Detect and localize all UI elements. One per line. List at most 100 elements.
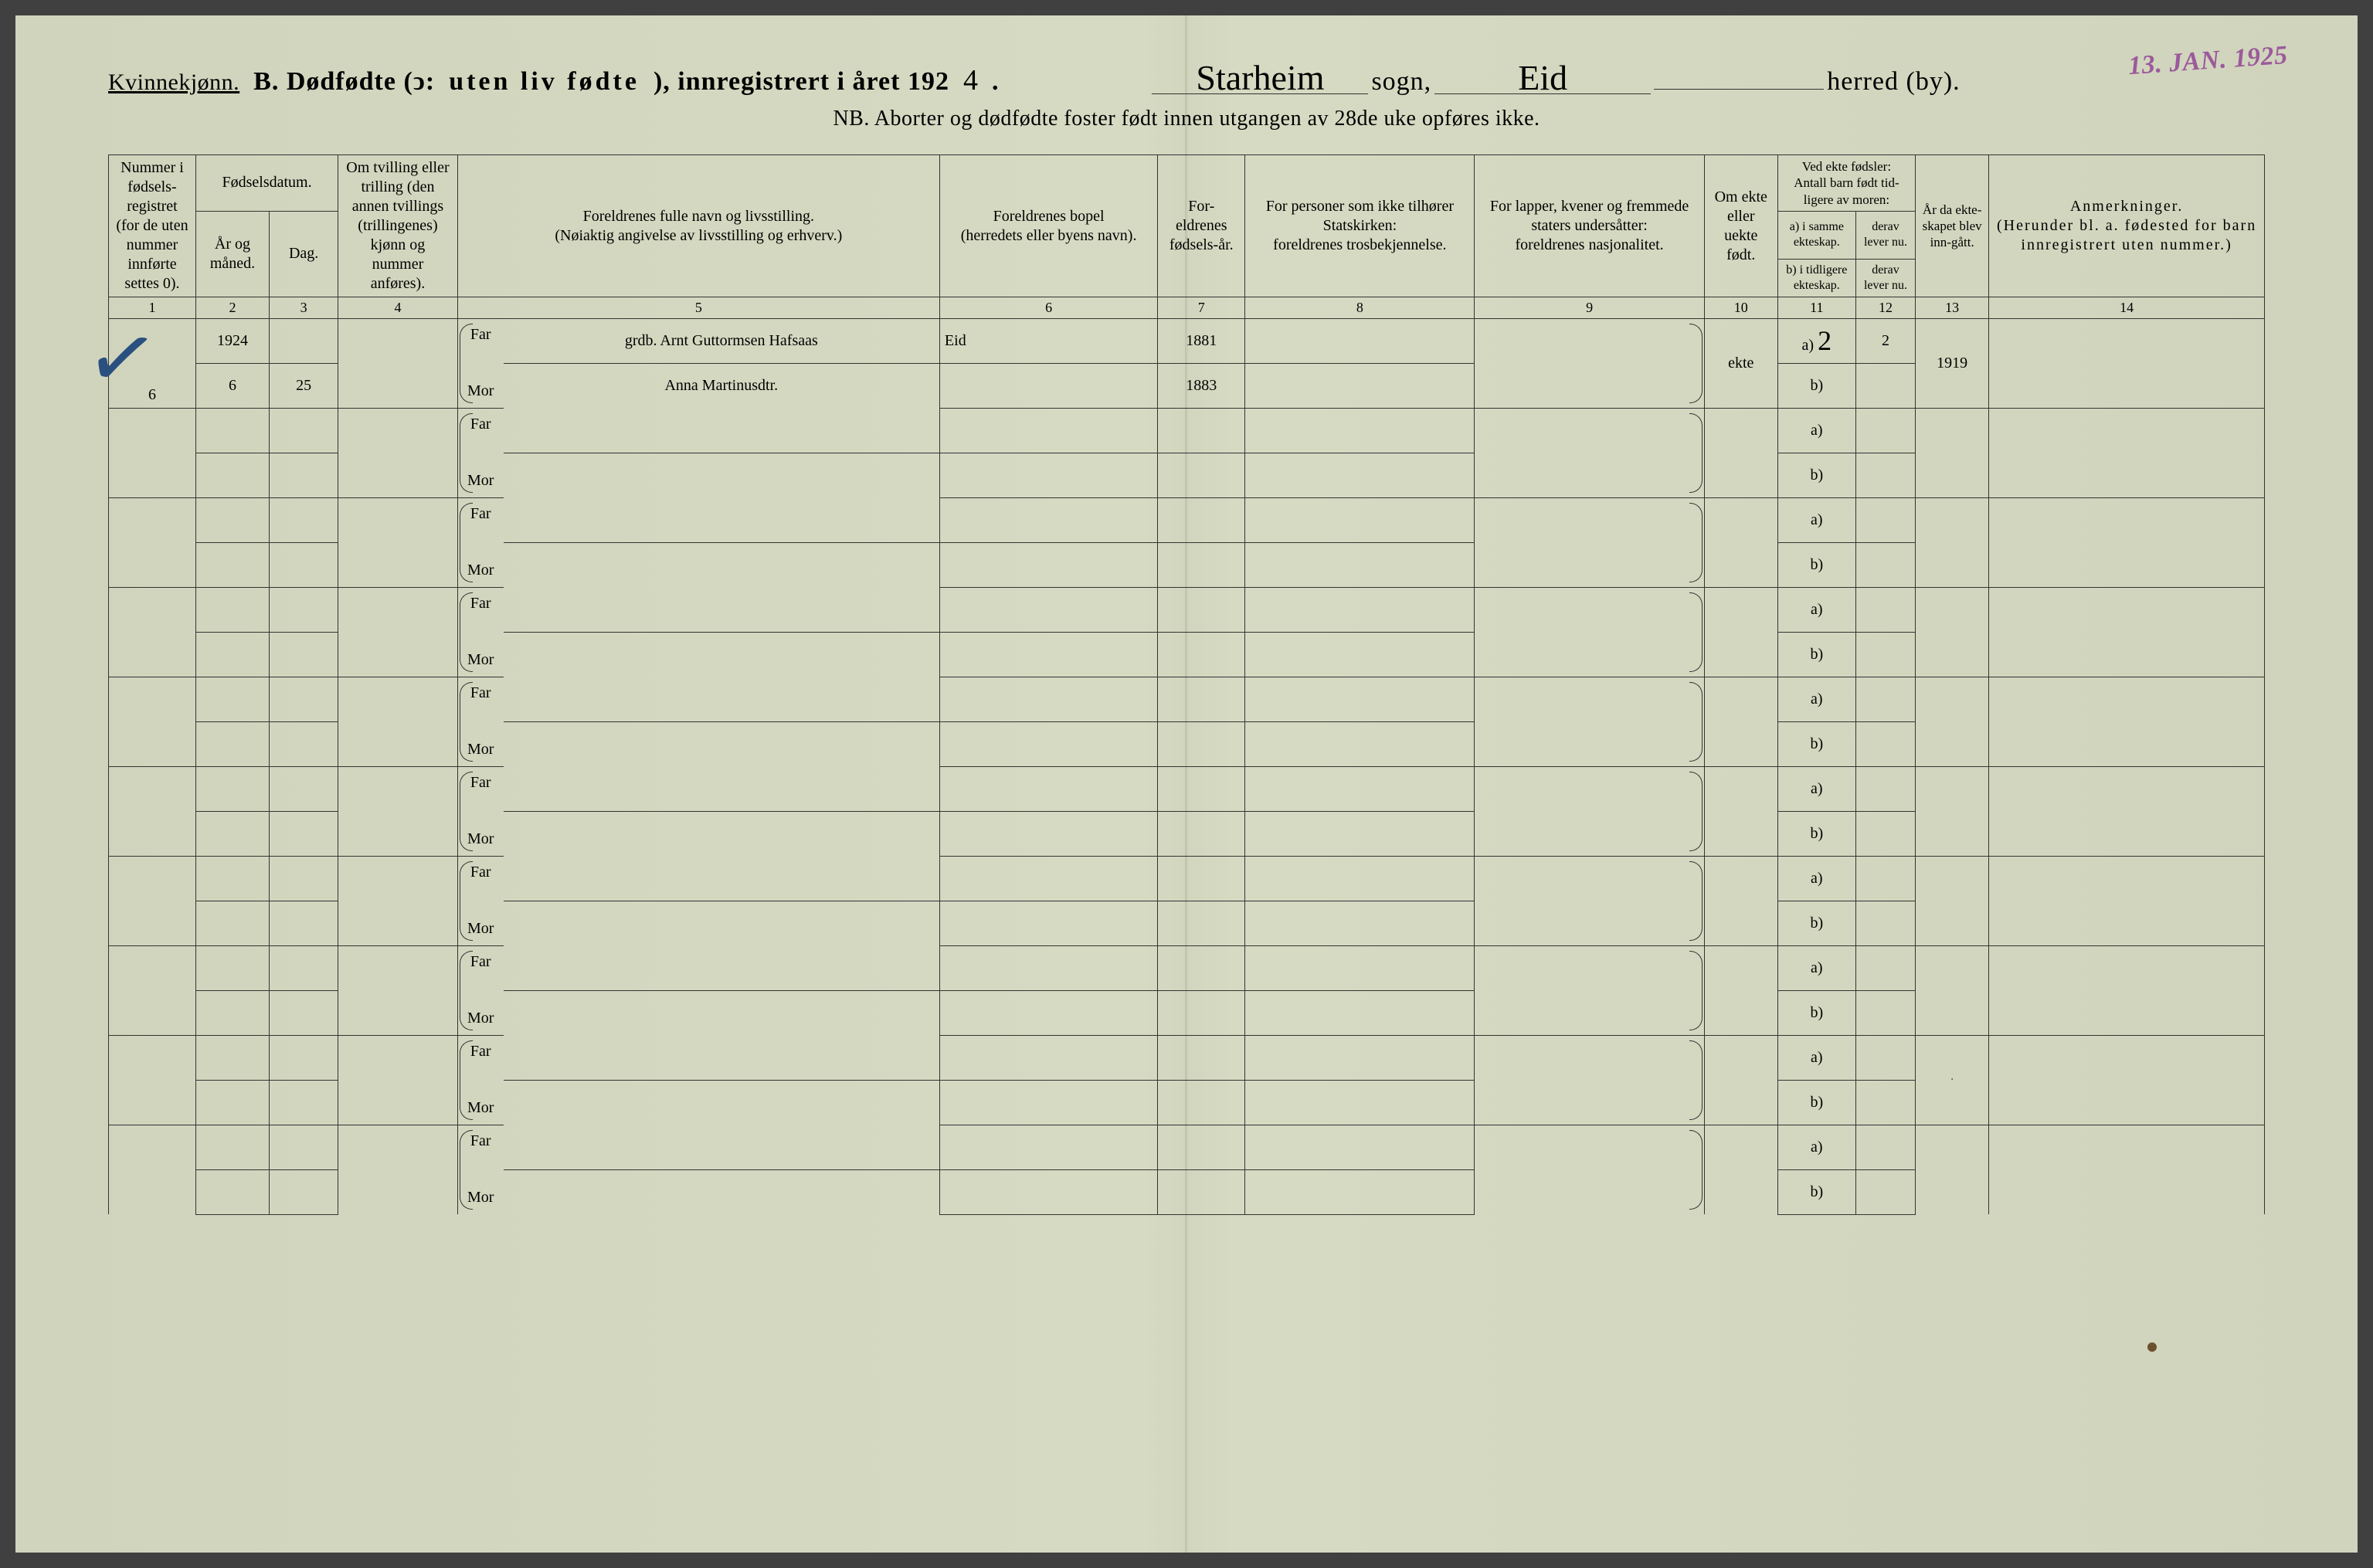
blank-year (195, 856, 269, 901)
entry-day: 25 (270, 363, 338, 408)
blank-ekte (1704, 408, 1777, 497)
col-2b-header: Dag. (270, 211, 338, 297)
blank-far-year (1158, 945, 1245, 990)
colnum-6: 6 (939, 297, 1157, 319)
blank-a-lever (1855, 945, 1915, 990)
blank-bracket: FarMor (457, 1035, 503, 1125)
blank-c8 (1245, 497, 1475, 542)
blank-far-name (504, 1035, 940, 1080)
blank-twin (338, 856, 458, 945)
blank-ekte (1704, 1125, 1777, 1214)
blank-day (270, 901, 338, 945)
entry-far-year: 1881 (1158, 318, 1245, 363)
blank-bracket: FarMor (457, 408, 503, 497)
blank-b-lever (1855, 811, 1915, 856)
blank-num (109, 677, 196, 766)
blank-b-lever (1855, 1169, 1915, 1214)
colnum-4: 4 (338, 297, 458, 319)
col-14-header: Anmerkninger. (Herunder bl. a. fødested … (1989, 155, 2265, 297)
blank-mor-year (1158, 542, 1245, 587)
blank-year (195, 766, 269, 811)
blank-num (109, 766, 196, 856)
blank-b: b) (1777, 901, 1855, 945)
col-12b-header: derav lever nu. (1855, 260, 1915, 297)
blank-bopel (939, 1035, 1157, 1080)
blank-a-lever (1855, 677, 1915, 721)
blank-a: a) (1777, 856, 1855, 901)
mor-label: Mor (463, 561, 499, 580)
blank-marriage (1916, 945, 1989, 1035)
entry-remarks (1989, 318, 2265, 408)
blank-a-lever (1855, 1035, 1915, 1080)
blank-year (195, 587, 269, 632)
a-prefix: a) (1802, 337, 1815, 354)
blank-c9 (1475, 587, 1704, 677)
title-spaced: uten liv fødte (449, 67, 640, 97)
blank-far-name (504, 856, 940, 901)
entry-c8-bot (1245, 363, 1475, 408)
blank-remarks (1989, 856, 2265, 945)
paper-blemish (2147, 1342, 2157, 1352)
blank-a: a) (1777, 497, 1855, 542)
blank-c8-bot (1245, 811, 1475, 856)
blank-c9 (1475, 1125, 1704, 1214)
title-suffix: ), innregistrert i året 192 (654, 67, 949, 97)
blank-ekte (1704, 587, 1777, 677)
parish-block: Starheim sogn, Eid herred (by). (1152, 62, 1960, 97)
entry-mor-name: Anna Martinusdtr. (504, 363, 940, 408)
blank-bracket: FarMor (457, 856, 503, 945)
blank-far-year (1158, 408, 1245, 453)
blank-b: b) (1777, 632, 1855, 677)
blank-num (109, 408, 196, 497)
far-label: Far (463, 594, 499, 613)
blank-c8 (1245, 1035, 1475, 1080)
blank-num (109, 497, 196, 587)
blank-marriage (1916, 1035, 1989, 1125)
far-label: Far (463, 1132, 499, 1151)
blank-c8-bot (1245, 990, 1475, 1035)
blank-marriage (1916, 856, 1989, 945)
entry-c9 (1475, 318, 1704, 408)
blank-bopel (939, 1125, 1157, 1169)
blank-c8 (1245, 408, 1475, 453)
blank-bopel-bot (939, 721, 1157, 766)
blank-c8 (1245, 766, 1475, 811)
col-11-top: Ved ekte fødsler: Antall barn født tid-l… (1777, 155, 1915, 212)
page-fold (1185, 15, 1188, 1553)
entry-mor-year: 1883 (1158, 363, 1245, 408)
blank-a: a) (1777, 587, 1855, 632)
blank-a: a) (1777, 1035, 1855, 1080)
col-2-top: Fødselsdatum. (195, 155, 338, 212)
blank-bopel-bot (939, 1169, 1157, 1214)
blank-num (109, 1035, 196, 1125)
blank-day (270, 721, 338, 766)
blank-mor-name (504, 453, 940, 497)
blank-mor-name (504, 542, 940, 587)
blank-month (195, 811, 269, 856)
entry-a-lever: 2 (1855, 318, 1915, 363)
entry-a-label: a) 2 (1777, 318, 1855, 363)
blank-twin (338, 945, 458, 1035)
blank-b-lever (1855, 901, 1915, 945)
blank-b: b) (1777, 721, 1855, 766)
blank-mor-year (1158, 721, 1245, 766)
blank-a: a) (1777, 408, 1855, 453)
blank-c9 (1475, 856, 1704, 945)
mor-label: Mor (463, 1188, 499, 1207)
blank-far-year (1158, 587, 1245, 632)
col-10-header: Om ekte eller uekte født. (1704, 155, 1777, 297)
blank-far-name (504, 587, 940, 632)
blank-b-lever (1855, 721, 1915, 766)
mor-label: Mor (463, 650, 499, 670)
blank-mor-name (504, 811, 940, 856)
blank-b: b) (1777, 811, 1855, 856)
date-stamp: 13. JAN. 1925 (2127, 41, 2289, 81)
blank-c9 (1475, 1035, 1704, 1125)
col-11a-header: a) i samme ekteskap. (1777, 211, 1855, 259)
colnum-3: 3 (270, 297, 338, 319)
entry-marriage-year: 1919 (1916, 318, 1989, 408)
register-page: ✓ Kvinnekjønn. B. Dødfødte (ↄ: uten liv … (15, 15, 2358, 1553)
blank-c8 (1245, 945, 1475, 990)
far-label: Far (463, 1042, 499, 1061)
blank-far-year (1158, 1035, 1245, 1080)
